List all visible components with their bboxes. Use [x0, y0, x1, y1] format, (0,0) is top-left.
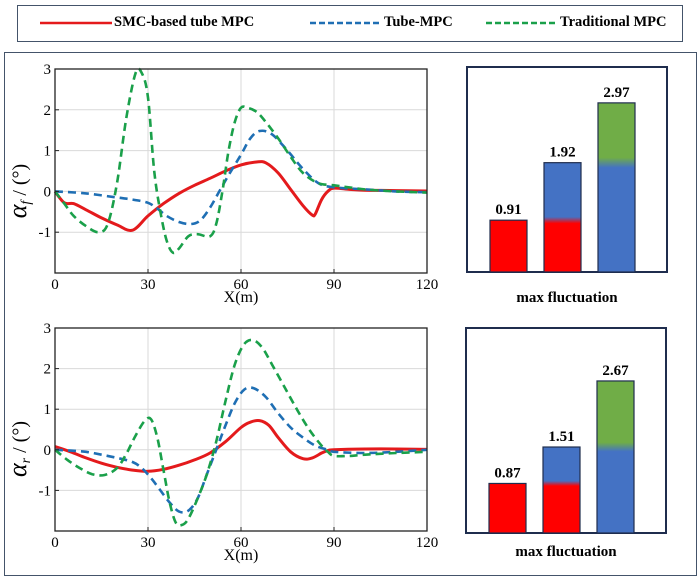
rear-series-tube: [54, 386, 428, 514]
legend-line-traditional-icon: [486, 21, 556, 24]
rear-ytick-label: 2: [44, 362, 52, 378]
front-xtick-label: 120: [416, 277, 439, 293]
front-series-smc: [53, 160, 428, 232]
rear-xtick-label: 90: [327, 535, 342, 551]
front-ytick-label: 1: [44, 144, 52, 160]
x-axis-label-rear: X(m): [224, 547, 259, 564]
front-ytick-label: -1: [39, 225, 52, 241]
y-axis-label-front: αf / (°): [3, 164, 34, 218]
rear-bar-traditional: [596, 380, 635, 534]
rear-xtick-label: 30: [141, 535, 156, 551]
rear-ytick-label: 3: [44, 321, 52, 337]
legend-line-smc-icon: [40, 21, 112, 24]
bar-chart-rear: 0.87 1.51 2.67 max fluctuation: [465, 327, 667, 560]
line-chart-rear: 0 30 60 90 120 -1 0 1 2 3 αr / (°) X(m): [3, 321, 438, 564]
bar-chart-front: 0.91 1.92 2.97 max fluctuation: [466, 66, 668, 306]
front-ytick-label: 0: [44, 184, 52, 200]
rear-bar-smc: [488, 482, 527, 534]
front-xtick-label: 90: [327, 277, 342, 293]
bar-xlabel-front: max fluctuation: [516, 290, 618, 306]
front-bar-traditional: [597, 102, 636, 273]
rear-xtick-label: 0: [51, 535, 59, 551]
rear-bar-value-label: 2.67: [602, 363, 629, 379]
front-bar-tube: [543, 162, 582, 273]
rear-ytick-label: -1: [39, 483, 52, 499]
front-bar-smc: [489, 219, 528, 273]
legend-label-smc: SMC-based tube MPC: [114, 14, 255, 30]
rear-ytick-label: 0: [44, 443, 52, 459]
front-bar-value-label: 0.91: [495, 202, 521, 218]
line-chart-front: 0 30 60 90 120 -1 0 1 2 3 αf / (°) X(m): [3, 62, 438, 306]
rear-bar-value-label: 0.87: [494, 465, 521, 481]
rear-bar-value-label: 1.51: [548, 429, 574, 445]
rear-series-traditional: [54, 338, 428, 527]
front-bar-value-label: 1.92: [549, 145, 575, 161]
y-axis-label-rear: αr / (°): [3, 421, 34, 477]
legend-item-smc: SMC-based tube MPC: [40, 14, 254, 31]
rear-bar-tube: [542, 446, 581, 534]
front-series-traditional: [53, 67, 428, 255]
front-xtick-label: 30: [141, 277, 156, 293]
bar-xlabel-rear: max fluctuation: [515, 544, 617, 560]
rear-xtick-label: 120: [416, 535, 439, 551]
front-xtick-label: 0: [51, 277, 59, 293]
legend: SMC-based tube MPC Tube-MPC Traditional …: [17, 5, 683, 42]
legend-item-traditional: Traditional MPC: [486, 14, 666, 31]
front-bar-value-label: 2.97: [603, 85, 630, 101]
rear-xtick-label: 60: [234, 535, 249, 551]
legend-label-traditional: Traditional MPC: [560, 14, 667, 30]
front-xtick-label: 60: [234, 277, 249, 293]
front-ytick-label: 3: [44, 62, 52, 78]
front-ytick-label: 2: [44, 103, 52, 119]
rear-ytick-label: 1: [44, 402, 52, 418]
legend-line-tube-icon: [310, 21, 380, 24]
x-axis-label-front: X(m): [224, 289, 259, 306]
legend-item-tube: Tube-MPC: [310, 14, 453, 31]
legend-label-tube: Tube-MPC: [384, 14, 453, 30]
